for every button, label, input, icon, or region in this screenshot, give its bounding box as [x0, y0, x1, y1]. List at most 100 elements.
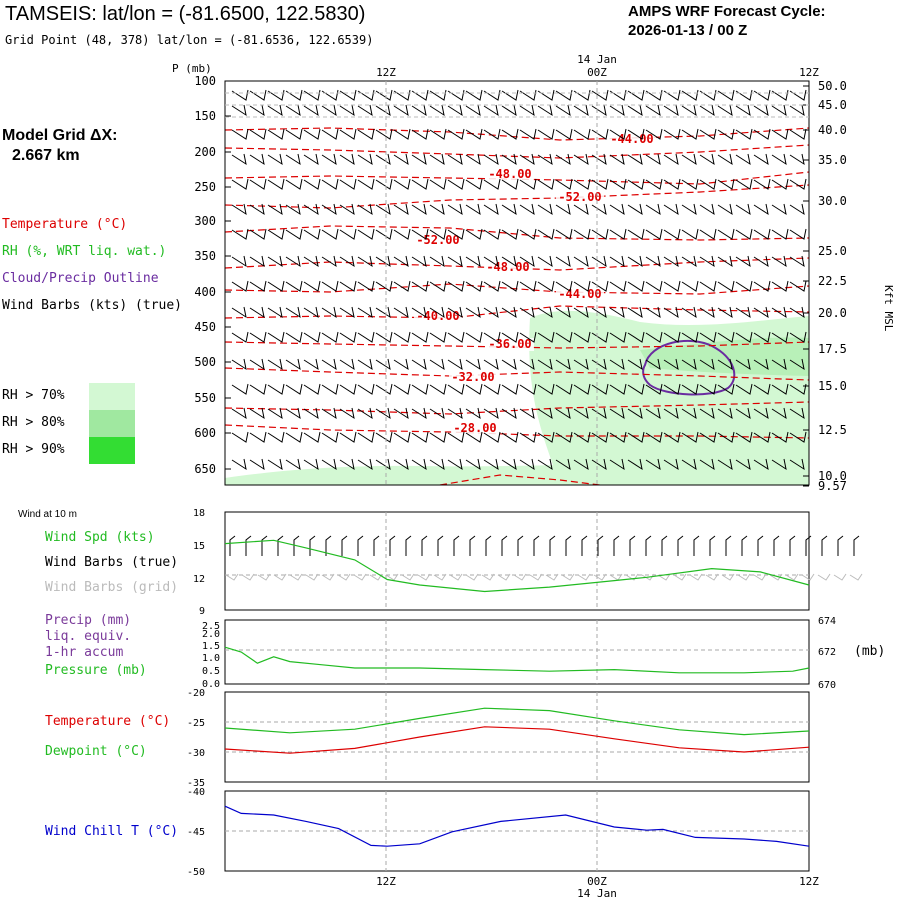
upper-wind-barb [771, 153, 787, 166]
kft-tick-label: 12.5 [818, 423, 847, 437]
upper-wind-barb [501, 458, 517, 471]
upper-wind-barb [555, 458, 571, 471]
upper-wind-barb [519, 178, 537, 190]
upper-wind-barb [357, 104, 373, 117]
upper-wind-barb [519, 280, 537, 292]
surface-wind-barb-grid [401, 573, 415, 581]
upper-wind-barb [735, 104, 751, 117]
upper-wind-barb [375, 306, 391, 319]
upper-wind-barb [411, 407, 427, 420]
upper-wind-barb [375, 458, 391, 471]
upper-wind-barb [303, 228, 321, 240]
upper-wind-barb [681, 153, 697, 166]
upper-wind-barb [609, 383, 627, 395]
upper-wind-barb [267, 306, 283, 319]
upper-wind-barb [411, 358, 427, 371]
upper-wind-barb [681, 358, 697, 371]
upper-wind-barb [429, 255, 445, 268]
upper-wind-barb [537, 431, 555, 443]
upper-wind-barb [555, 228, 573, 240]
upper-wind-barb [393, 331, 411, 343]
upper-wind-barb [789, 306, 805, 319]
wind-speed-tick-label: 18 [193, 508, 205, 519]
kft-tick-label: 40.0 [818, 123, 847, 137]
upper-wind-barb [411, 128, 429, 140]
temperature-tick-label: -35 [187, 778, 205, 789]
upper-wind-barb [411, 89, 429, 101]
upper-wind-barb [771, 128, 789, 140]
upper-wind-barb [231, 255, 247, 268]
surface-wind-barb-true [773, 535, 780, 556]
surface-wind-barb-true [709, 535, 716, 556]
upper-wind-barb [483, 255, 499, 268]
upper-wind-barb [681, 104, 697, 117]
upper-wind-barb [411, 458, 427, 471]
precip-tick-label: 2.0 [202, 629, 220, 640]
upper-wind-barb [555, 153, 571, 166]
upper-wind-barb [339, 128, 357, 140]
upper-wind-barb [447, 407, 463, 420]
surface-wind-barb-grid [657, 573, 671, 581]
kft-tick-label: 22.5 [818, 274, 847, 288]
upper-wind-barb [501, 383, 519, 395]
upper-wind-barb [465, 203, 481, 216]
rh70-swatch [89, 383, 135, 410]
upper-wind-barb [357, 458, 373, 471]
surface-wind-barb-grid [257, 573, 271, 581]
upper-wind-barb [249, 306, 265, 319]
upper-wind-barb [591, 89, 609, 101]
surface-wind-barb-grid [305, 573, 319, 581]
precip-tick-label: 1.0 [202, 653, 220, 664]
upper-wind-barb [573, 228, 591, 240]
upper-wind-barb [753, 407, 769, 420]
upper-wind-barb [357, 178, 375, 190]
upper-wind-barb [537, 306, 553, 319]
upper-wind-barb [645, 89, 663, 101]
kft-tick-label: 25.0 [818, 244, 847, 258]
upper-wind-barb [249, 331, 267, 343]
upper-wind-barb [627, 228, 645, 240]
upper-wind-barb [717, 255, 733, 268]
upper-wind-barb [411, 153, 427, 166]
upper-wind-barb [429, 407, 445, 420]
upper-wind-barb [231, 178, 249, 190]
upper-wind-barb [573, 407, 589, 420]
upper-wind-barb [663, 407, 679, 420]
upper-wind-barb [735, 228, 753, 240]
legend-dewpoint: Dewpoint (°C) [45, 744, 147, 759]
surface-wind-barb-true [437, 535, 444, 556]
surface-wind-barb-true [581, 535, 588, 556]
surface-wind-barb-grid [337, 573, 351, 581]
legend-wind-barbs-grid: Wind Barbs (grid) [45, 580, 179, 595]
upper-wind-barb [411, 431, 429, 443]
upper-wind-barb [609, 89, 627, 101]
upper-wind-barb [609, 458, 625, 471]
upper-wind-barb [267, 407, 283, 420]
kft-tick-label: 20.0 [818, 306, 847, 320]
upper-wind-barb [321, 104, 337, 117]
axis-ticks: 100 150 200 250 300 350 400 450 500 550 600 650 50.0… [187, 74, 847, 878]
precip-tick-label: 0.0 [202, 679, 220, 690]
upper-wind-barb [663, 431, 681, 443]
surface-wind-barb-true [629, 535, 636, 556]
kft-tick-label: 35.0 [818, 153, 847, 167]
upper-wind-barb [339, 153, 355, 166]
surface-wind-barb-true [421, 535, 428, 556]
upper-wind-barb [573, 255, 589, 268]
surface-wind-barb-true [341, 535, 348, 556]
upper-wind-barb [249, 407, 265, 420]
station-title: TAMSEIS: lat/lon = (-81.6500, 122.5830) [5, 3, 366, 25]
pressure-axis-title: P (mb) [172, 62, 212, 75]
temperature-contour-label-bg [556, 191, 604, 204]
upper-wind-barb [645, 280, 663, 292]
upper-wind-barb [555, 203, 571, 216]
upper-wind-barb [555, 431, 573, 443]
upper-wind-barb [501, 331, 519, 343]
upper-wind-barb [249, 255, 265, 268]
temperature-tick-label: -25 [187, 718, 205, 729]
upper-wind-barb [303, 383, 321, 395]
upper-wind-barb [267, 203, 283, 216]
rh90-swatch [89, 437, 135, 464]
upper-wind-barb [789, 331, 807, 343]
upper-wind-barb [789, 431, 807, 443]
